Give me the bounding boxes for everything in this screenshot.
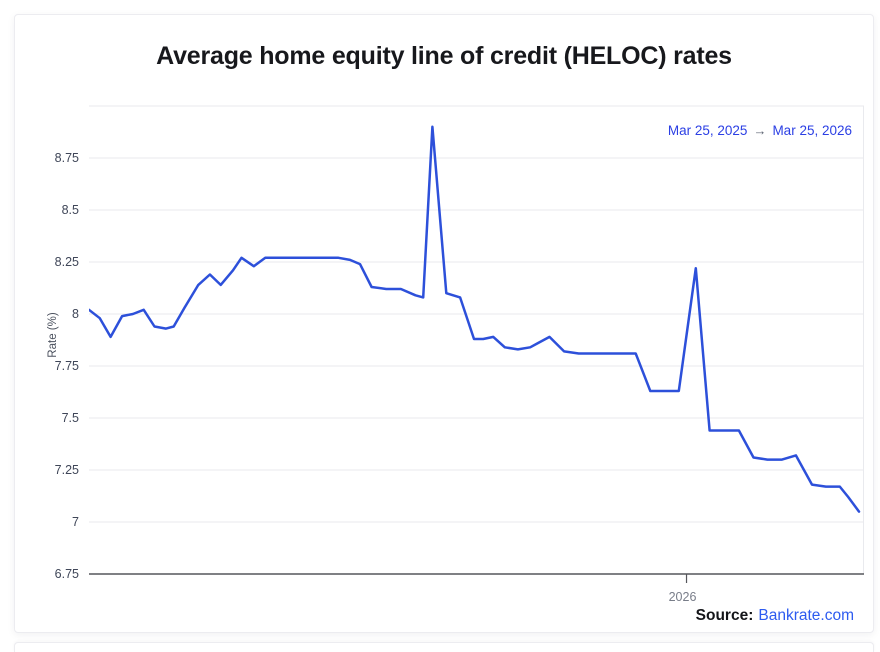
heloc-rate-card: Average home equity line of credit (HELO… [14,14,874,633]
chart-title: Average home equity line of credit (HELO… [156,42,732,70]
y-tick-label: 6.75 [54,567,79,581]
y-axis-title: Rate (%) [47,312,59,358]
y-tick-label: 8.25 [54,255,79,269]
next-card-top-edge [14,642,874,652]
y-tick-label: 7.25 [54,463,79,477]
y-tick-label: 7.5 [61,411,79,425]
source-line: Source: Bankrate.com [696,607,854,625]
source-label: Source: [695,607,754,624]
end-date-link[interactable]: Mar 25, 2026 [772,123,852,138]
heloc-line-chart [89,105,864,583]
x-tick-label: 2026 [668,590,697,604]
y-tick-label: 8.75 [54,151,79,165]
y-tick-label: 7.75 [54,359,79,373]
y-tick-label: 8 [72,307,79,321]
rate-line [89,125,861,513]
y-tick-label: 8.5 [61,203,79,217]
y-tick-label: 7 [72,515,79,529]
arrow-right-icon: → [753,123,767,138]
start-date-link[interactable]: Mar 25, 2025 [667,123,748,138]
source-link[interactable]: Bankrate.com [758,607,854,624]
date-range-control: Mar 25, 2025 → Mar 25, 2026 [668,123,852,138]
